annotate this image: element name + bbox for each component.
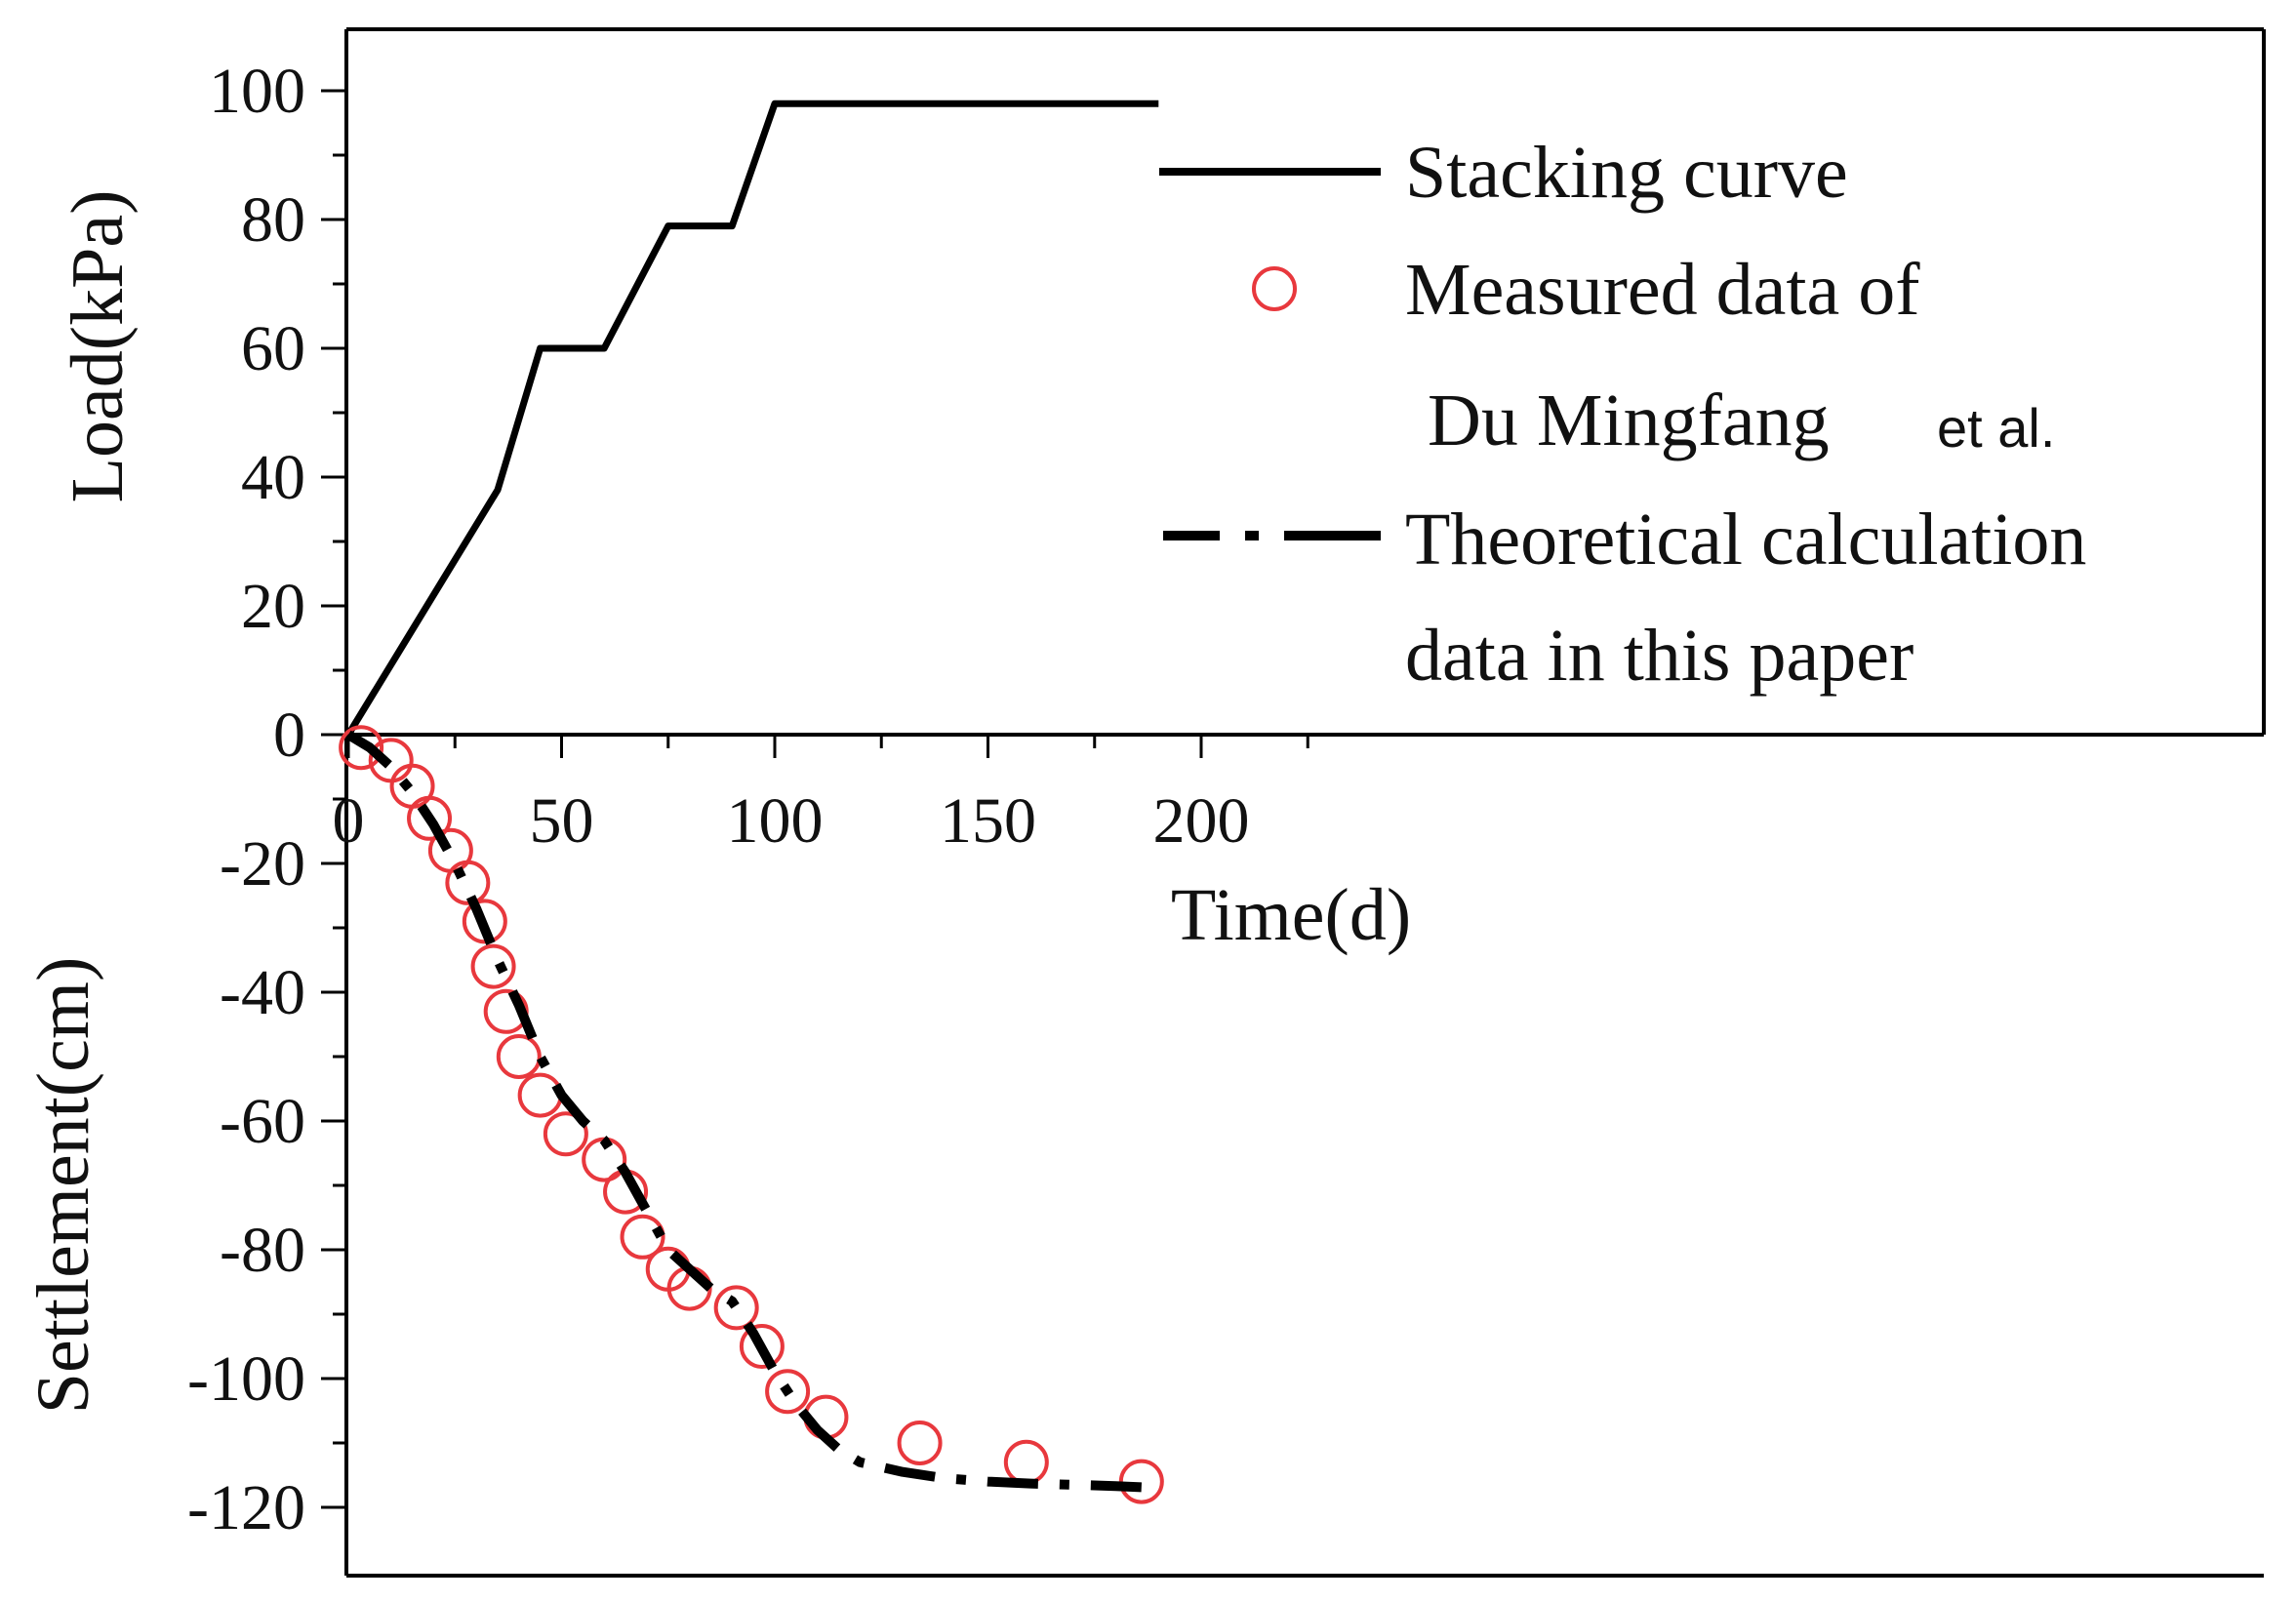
y-tick-label-load: 100 xyxy=(209,56,305,127)
legend-label-theoretical-line2: data in this paper xyxy=(1405,615,1913,697)
measured-point xyxy=(462,899,507,944)
x-tick-label: 100 xyxy=(727,785,824,857)
x-tick-label: 200 xyxy=(1153,785,1250,857)
measured-point xyxy=(543,1111,588,1157)
x-axis-label: Time(d) xyxy=(1171,874,1411,956)
legend-swatch-measured xyxy=(1252,266,1297,311)
measured-point xyxy=(470,943,516,989)
plot-frame xyxy=(344,27,2266,1578)
y-tick-label-settlement: -80 xyxy=(220,1215,305,1286)
legend-label-measured-etal: et al. xyxy=(1937,397,2055,459)
measured-point xyxy=(897,1421,943,1465)
measured-point xyxy=(389,763,435,809)
stacking-series-line xyxy=(345,100,1159,737)
y-axis-label-load: Load(kPa) xyxy=(57,190,139,503)
measured-point xyxy=(739,1324,785,1369)
y-tick-label-load: 0 xyxy=(273,700,305,771)
measured-point xyxy=(445,860,491,905)
y-tick-label-load: 80 xyxy=(241,184,305,256)
x-tick-label: 0 xyxy=(333,785,365,857)
y-tick-label-settlement: -120 xyxy=(187,1472,305,1543)
y-tick-label-settlement: -100 xyxy=(187,1343,305,1415)
measured-point xyxy=(713,1285,759,1331)
measured-point xyxy=(620,1214,665,1260)
y-tick-label-load: 60 xyxy=(241,313,305,384)
y-tick-label-load: 20 xyxy=(241,571,305,642)
legend-label-theoretical-line1: Theoretical calculation xyxy=(1405,499,2086,580)
series-layer xyxy=(339,100,1164,1504)
measured-point xyxy=(496,1034,542,1079)
x-tick-label: 50 xyxy=(530,785,594,857)
measured-point xyxy=(517,1072,563,1118)
measured-point xyxy=(765,1369,811,1415)
legend-label-measured-line2: Du Mingfang xyxy=(1428,380,1830,461)
y-tick-label-settlement: -40 xyxy=(220,957,305,1028)
theoretical-series-line xyxy=(345,730,1159,1494)
measured-point xyxy=(407,795,453,841)
y-tick-label-load: 40 xyxy=(241,442,305,513)
measured-point xyxy=(1003,1439,1049,1485)
y-tick-label-settlement: -60 xyxy=(220,1086,305,1157)
axis-ticks: 0 50 100 150 200100806040200-20-40-60-80-100… xyxy=(187,56,1309,1543)
measured-point xyxy=(339,725,384,771)
legend: Stacking curve Measured data of Du Mingf… xyxy=(1159,132,2086,697)
legend-label-measured-line1: Measured data of xyxy=(1405,249,1920,331)
y-tick-label-settlement: -20 xyxy=(220,828,305,900)
y-axis-label-settlement: Settlement(cm) xyxy=(22,957,104,1415)
legend-label-stacking: Stacking curve xyxy=(1405,132,1848,214)
measured-point xyxy=(1118,1459,1164,1504)
x-tick-label: 150 xyxy=(940,785,1036,857)
